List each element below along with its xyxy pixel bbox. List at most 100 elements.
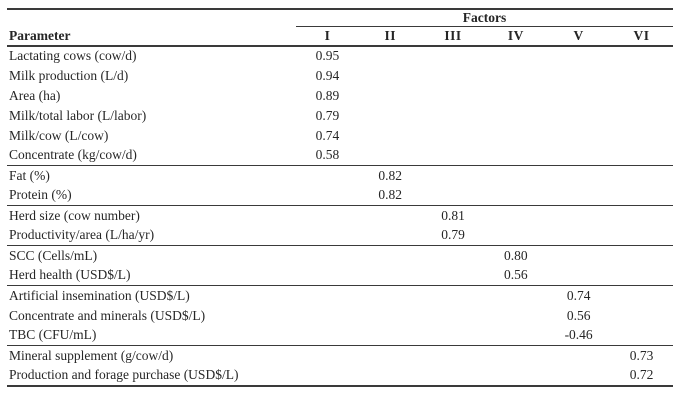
empty-cell: [422, 306, 485, 326]
parameter-cell: Concentrate (kg/cow/d): [9, 147, 137, 163]
table-row: Milk/cow (L/cow) 0.74: [7, 126, 673, 146]
empty-cell: [422, 366, 485, 386]
parameter-cell: Productivity/area (L/ha/yr): [9, 227, 155, 243]
parameter-cell: Concentrate and minerals (USD$/L): [9, 307, 206, 323]
table-row: Concentrate and minerals (USD$/L) 0.56: [7, 306, 673, 326]
empty-cell: [359, 126, 422, 146]
loading-value-cell: 0.74: [547, 285, 611, 306]
empty-cell: [610, 306, 673, 326]
empty-cell: [484, 146, 547, 166]
empty-cell: [547, 106, 610, 126]
empty-cell: [610, 66, 673, 86]
table-row: Fat (%) 0.82: [7, 165, 673, 186]
loading-value-cell: 0.72: [629, 367, 654, 382]
empty-cell: [421, 345, 485, 366]
loading-value-cell: 0.82: [378, 187, 403, 203]
empty-cell: [296, 266, 359, 286]
factor-column-header-1: I: [296, 26, 359, 47]
table-row: Productivity/area (L/ha/yr) 0.79: [7, 226, 673, 246]
loading-value-cell: 0.74: [315, 127, 340, 143]
empty-cell: [547, 205, 611, 226]
empty-cell: [547, 86, 610, 106]
empty-cell: [610, 186, 673, 206]
parameter-cell: Area (ha): [9, 87, 61, 103]
loading-value-cell: 0.79: [315, 107, 340, 123]
loading-value-cell: 0.73: [610, 345, 673, 366]
empty-cell: [547, 226, 610, 246]
empty-cell: [359, 226, 422, 246]
factors-spacer-cell: [7, 9, 296, 27]
table-row: Production and forage purchase (USD$/L) 0…: [7, 366, 673, 386]
table-row: Lactating cows (cow/d) 0.95: [7, 46, 673, 66]
table-row: Milk/total labor (L/labor) 0.79: [7, 106, 673, 126]
empty-cell: [359, 266, 422, 286]
table-row: Protein (%) 0.82: [7, 186, 673, 206]
loading-value-cell: 0.56: [566, 307, 591, 323]
empty-cell: [359, 86, 422, 106]
empty-cell: [610, 326, 673, 346]
table-row: TBC (CFU/mL) -0.46: [7, 326, 673, 346]
empty-cell: [484, 326, 547, 346]
empty-cell: [421, 165, 485, 186]
factor-column-header-5: V: [547, 26, 611, 47]
paper-page: Factors Parameter I II III IV V VI Lacta…: [7, 8, 673, 387]
factors-span-header: Factors: [296, 9, 673, 27]
loading-value-cell: 0.82: [358, 165, 422, 186]
empty-cell: [610, 205, 673, 226]
parameter-cell: Fat (%): [7, 165, 297, 186]
factor-column-header-4: IV: [484, 26, 548, 47]
loading-value-cell: 0.56: [504, 267, 528, 283]
empty-cell: [422, 46, 485, 66]
parameter-cell: Production and forage purchase (USD$/L): [9, 367, 239, 382]
empty-cell: [422, 106, 485, 126]
empty-cell: [484, 86, 547, 106]
empty-cell: [296, 245, 359, 266]
empty-cell: [484, 186, 547, 206]
loading-value-cell: 0.79: [441, 227, 465, 243]
factor-column-header-6: VI: [610, 26, 673, 47]
table-row: SCC (Cells/mL) 0.80: [7, 245, 673, 266]
empty-cell: [547, 266, 610, 286]
factors-span-row: Factors: [7, 9, 673, 27]
empty-cell: [421, 245, 485, 266]
empty-cell: [547, 165, 611, 186]
empty-cell: [358, 345, 422, 366]
empty-cell: [610, 86, 673, 106]
empty-cell: [296, 226, 359, 246]
table-row: Herd health (USD$/L) 0.56: [7, 266, 673, 286]
loading-value-cell: 0.94: [315, 67, 340, 83]
empty-cell: [484, 345, 548, 366]
parameter-cell: Lactating cows (cow/d): [9, 48, 137, 63]
empty-cell: [610, 106, 673, 126]
parameter-column-header: Parameter: [7, 26, 297, 47]
parameter-cell: Herd health (USD$/L): [9, 267, 131, 283]
empty-cell: [296, 205, 359, 226]
empty-cell: [359, 306, 422, 326]
parameter-cell: Artificial insemination (USD$/L): [7, 285, 297, 306]
empty-cell: [547, 66, 610, 86]
empty-cell: [296, 285, 359, 306]
empty-cell: [422, 146, 485, 166]
empty-cell: [484, 126, 547, 146]
empty-cell: [296, 326, 359, 346]
factor-column-header-2: II: [358, 26, 422, 47]
empty-cell: [484, 205, 548, 226]
empty-cell: [547, 126, 610, 146]
loading-value-cell: 0.95: [315, 48, 340, 63]
table-row: Area (ha) 0.89: [7, 86, 673, 106]
table-row: Artificial insemination (USD$/L) 0.74: [7, 285, 673, 306]
loading-value-cell: 0.81: [421, 205, 485, 226]
empty-cell: [547, 146, 610, 166]
parameter-cell: Herd size (cow number): [7, 205, 297, 226]
empty-cell: [484, 165, 548, 186]
table-row: Herd size (cow number) 0.81: [7, 205, 673, 226]
empty-cell: [547, 366, 610, 386]
empty-cell: [484, 66, 547, 86]
empty-cell: [422, 186, 485, 206]
empty-cell: [610, 126, 673, 146]
parameter-cell: TBC (CFU/mL): [9, 327, 97, 343]
empty-cell: [296, 306, 359, 326]
empty-cell: [296, 345, 359, 366]
empty-cell: [610, 266, 673, 286]
table-row: Concentrate (kg/cow/d) 0.58: [7, 146, 673, 166]
